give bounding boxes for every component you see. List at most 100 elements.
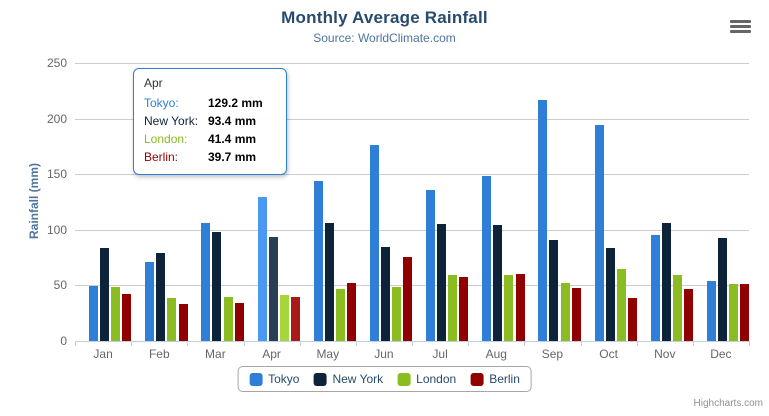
- bar-berlin-jan[interactable]: [122, 293, 132, 341]
- gridline: [75, 63, 749, 64]
- x-axis-label-dec: Dec: [710, 347, 732, 361]
- legend-symbol: [313, 372, 327, 386]
- gridline: [75, 229, 749, 231]
- bar-london-nov[interactable]: [672, 275, 682, 341]
- bar-tokyo-oct[interactable]: [594, 125, 604, 341]
- tooltip-series-value: 41.4 mm: [208, 132, 257, 146]
- bar-tokyo-mar[interactable]: [201, 222, 211, 341]
- bar-new-york-jan[interactable]: [100, 248, 110, 341]
- x-axis-tick: [636, 341, 638, 346]
- tooltip-row: Tokyo: 129.2 mm: [144, 94, 276, 112]
- legend-item-tokyo[interactable]: Tokyo: [249, 372, 299, 386]
- hamburger-icon: [730, 20, 751, 23]
- bar-berlin-jun[interactable]: [403, 257, 413, 341]
- bar-berlin-jul[interactable]: [459, 277, 469, 341]
- bar-tokyo-dec[interactable]: [706, 280, 716, 341]
- tooltip-series-label: New York:: [144, 114, 199, 128]
- gridline: [75, 174, 749, 176]
- bar-tokyo-jan[interactable]: [89, 285, 98, 341]
- tooltip-series-value: 93.4 mm: [208, 114, 257, 128]
- bar-berlin-aug[interactable]: [515, 273, 525, 341]
- legend-item-berlin[interactable]: Berlin: [470, 372, 520, 386]
- legend-item-london[interactable]: London: [397, 372, 456, 386]
- y-axis-title: Rainfall (mm): [27, 163, 41, 240]
- bar-london-oct[interactable]: [616, 268, 626, 341]
- x-axis-tick: [187, 341, 189, 346]
- x-axis-tick: [524, 341, 526, 346]
- legend: Tokyo New York London Berlin: [237, 366, 532, 392]
- legend-symbol: [470, 372, 484, 386]
- x-axis-tick: [749, 341, 750, 346]
- bar-new-york-aug[interactable]: [493, 225, 503, 341]
- legend-item-new-york[interactable]: New York: [313, 372, 383, 386]
- bar-london-feb[interactable]: [167, 297, 177, 341]
- x-axis-label-jun: Jun: [374, 347, 394, 361]
- bar-tokyo-apr[interactable]: [257, 197, 267, 341]
- bar-tokyo-jun[interactable]: [369, 145, 379, 341]
- bar-berlin-oct[interactable]: [627, 297, 637, 341]
- legend-item-label: Berlin: [489, 372, 520, 386]
- chart-subtitle: Source: WorldClimate.com: [313, 31, 456, 45]
- tooltip-series-value: 129.2 mm: [208, 96, 263, 110]
- x-axis-label-aug: Aug: [485, 347, 507, 361]
- bar-new-york-oct[interactable]: [605, 248, 615, 341]
- bar-tokyo-may[interactable]: [313, 180, 323, 341]
- bar-london-apr[interactable]: [279, 295, 289, 341]
- bar-new-york-mar[interactable]: [212, 231, 222, 341]
- tooltip: Apr Tokyo: 129.2 mm New York: 93.4 mm London…: [133, 68, 287, 175]
- bar-berlin-mar[interactable]: [234, 302, 244, 341]
- tooltip-series-label: London:: [144, 132, 188, 146]
- y-axis-label: 200: [46, 111, 67, 126]
- bar-tokyo-aug[interactable]: [482, 175, 492, 341]
- bar-berlin-may[interactable]: [347, 282, 356, 341]
- x-axis-tick: [75, 341, 76, 346]
- y-axis-label: 150: [46, 167, 67, 182]
- bar-london-jun[interactable]: [392, 287, 401, 341]
- bar-london-mar[interactable]: [223, 297, 233, 341]
- bar-new-york-jul[interactable]: [437, 224, 447, 341]
- gridline: [75, 118, 749, 120]
- bar-tokyo-jul[interactable]: [426, 190, 435, 341]
- bar-london-sep[interactable]: [560, 282, 570, 341]
- bar-new-york-nov[interactable]: [661, 222, 671, 341]
- bar-tokyo-sep[interactable]: [538, 100, 548, 341]
- x-axis-tick: [243, 341, 245, 346]
- bar-new-york-sep[interactable]: [549, 239, 559, 341]
- bar-new-york-feb[interactable]: [156, 253, 166, 341]
- bar-london-jan[interactable]: [111, 286, 121, 341]
- bar-london-aug[interactable]: [504, 274, 514, 341]
- legend-symbol: [397, 372, 411, 386]
- credits-link[interactable]: Highcharts.com: [693, 398, 763, 409]
- x-axis-tick: [412, 341, 413, 346]
- bar-london-jul[interactable]: [448, 275, 458, 341]
- bar-new-york-jun[interactable]: [380, 247, 390, 341]
- bar-berlin-dec[interactable]: [740, 284, 750, 341]
- bar-new-york-apr[interactable]: [268, 237, 278, 341]
- tooltip-row: New York: 93.4 mm: [144, 112, 276, 130]
- bar-berlin-feb[interactable]: [178, 304, 188, 341]
- bar-london-may[interactable]: [335, 288, 345, 341]
- chart-title: Monthly Average Rainfall: [281, 8, 488, 27]
- x-axis-label-mar: Mar: [205, 347, 226, 361]
- y-axis-label: 250: [46, 56, 67, 70]
- export-menu-button[interactable]: [728, 18, 754, 36]
- x-axis-tick: [355, 341, 357, 346]
- hamburger-icon: [730, 25, 751, 28]
- tooltip-series-label: Tokyo:: [144, 96, 179, 110]
- bar-tokyo-feb[interactable]: [145, 261, 155, 341]
- bar-london-dec[interactable]: [729, 284, 738, 341]
- bar-berlin-apr[interactable]: [290, 296, 300, 341]
- bar-new-york-dec[interactable]: [717, 238, 727, 341]
- bar-berlin-sep[interactable]: [571, 288, 581, 341]
- legend-item-label: London: [416, 372, 457, 386]
- bar-berlin-nov[interactable]: [684, 289, 693, 341]
- x-axis-tick: [299, 341, 301, 346]
- x-axis-tick: [468, 341, 470, 346]
- bar-tokyo-nov[interactable]: [650, 234, 660, 341]
- x-axis-tick: [580, 341, 582, 346]
- legend-item-label: Tokyo: [268, 372, 300, 386]
- y-axis-label: 0: [60, 334, 67, 348]
- bar-new-york-may[interactable]: [324, 223, 334, 341]
- x-axis-label-oct: Oct: [599, 347, 618, 361]
